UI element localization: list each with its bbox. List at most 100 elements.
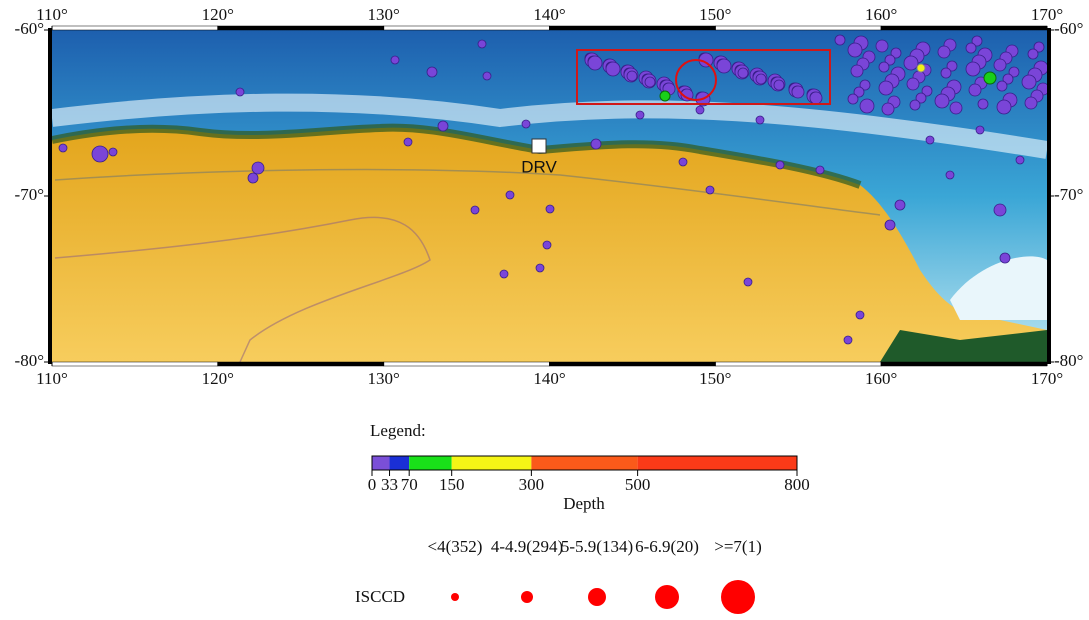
magnitude-symbol [721,580,755,614]
lat-tick-label: -60° [15,19,44,38]
event [946,60,958,72]
event [251,161,265,175]
frame-segment [51,361,219,367]
depth-band [409,456,452,470]
event [791,85,805,99]
contour [54,168,881,216]
event [705,185,715,195]
land [880,330,1047,362]
depth-tick-label: 150 [439,475,465,494]
event [878,61,890,73]
event [587,55,603,71]
depth-band [637,456,797,470]
event [737,67,749,79]
lon-tick-label: 110° [36,5,68,24]
event [535,263,545,273]
event [695,105,705,115]
lon-tick-label: 110° [36,369,68,388]
event [916,63,926,73]
lon-tick-label: 120° [202,369,234,388]
event [1033,41,1045,53]
study-circle [675,59,717,101]
depth-scale: 0 33 70 150 300 500 800 [368,455,810,494]
event [426,66,438,78]
event [815,165,825,175]
event [875,39,889,53]
event [716,58,732,74]
event [1008,66,1020,78]
lon-tick-label: 150° [699,369,731,388]
contour [54,216,431,363]
lat-tick-label: -80° [15,351,44,370]
event [403,137,413,147]
event [996,80,1008,92]
event [678,157,688,167]
event [993,203,1007,217]
event [635,110,645,120]
depth-band [372,456,390,470]
event [644,76,656,88]
event [482,71,492,81]
event [855,310,865,320]
magnitude-label: <4(352) [428,537,483,556]
magnitude-label: 4-4.9(294) [491,537,563,556]
legend-title: Legend: [370,421,426,440]
event [58,143,68,153]
frame-segment [880,361,1048,367]
lon-tick-label: 170° [1031,369,1063,388]
event [505,190,515,200]
depth-title: Depth [563,494,605,513]
event [945,170,955,180]
event [470,205,480,215]
event [1021,74,1037,90]
magnitude-symbol [521,591,533,603]
event [940,67,952,79]
station-label: DRV [521,157,557,176]
event [521,119,531,129]
frame-segment [217,361,384,367]
ice-patch [950,256,1047,320]
event [925,135,935,145]
events [58,34,1050,345]
event [743,277,753,287]
frame [51,25,1048,367]
frame-segment [383,361,550,367]
lon-tick-label: 130° [368,369,400,388]
lon-tick-label: 140° [533,369,565,388]
event [755,115,765,125]
event [437,120,449,132]
magnitude-legend: <4(352) 4-4.9(294)5-5.9(134) 6-6.9(20) >=7(… [428,537,762,614]
event [890,47,902,59]
event [847,42,863,58]
depth-tick-label: 0 [368,475,377,494]
lon-tick-label: 140° [533,5,565,24]
event [971,35,983,47]
frame-segment [217,25,384,31]
event [542,240,552,250]
event [1027,48,1039,60]
event [878,80,894,96]
event [850,64,864,78]
magnitude-symbol [588,588,606,606]
event [999,252,1011,264]
event [906,77,920,91]
catalog-label: ISCCD [355,587,405,606]
lat-tick-label: -70° [15,185,44,204]
event [1002,73,1014,85]
event [755,73,767,85]
frame-segment [880,25,1048,31]
depth-tick-label: 800 [784,475,810,494]
magnitude-label: 5-5.9(134) [561,537,633,556]
lon-tick-label: 160° [865,5,897,24]
magnitude-symbol [451,593,459,601]
event [965,42,977,54]
event [894,199,906,211]
sea-ice [50,93,1049,159]
event [881,102,895,116]
map: DRV [48,25,1051,367]
event [1024,96,1038,110]
event [921,85,933,97]
event [884,219,896,231]
event [499,269,509,279]
